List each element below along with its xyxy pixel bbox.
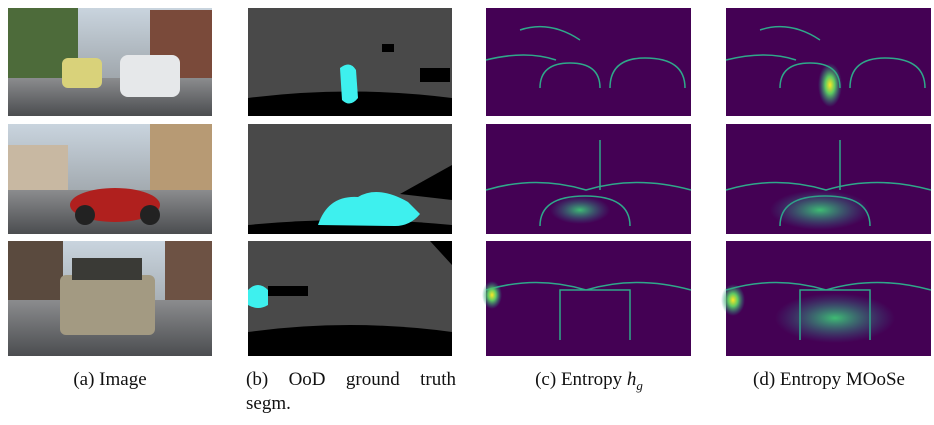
image-panel bbox=[8, 8, 212, 356]
caption-text: Image bbox=[99, 369, 146, 390]
caption-label: (a) bbox=[73, 369, 94, 390]
caption-subscript: g bbox=[636, 378, 643, 393]
caption: (d) Entropy MOoSe bbox=[724, 368, 934, 392]
caption-label: (b) bbox=[246, 369, 268, 390]
caption: (c) Entropy hg bbox=[484, 368, 694, 398]
caption-text: OoD ground truth segm. bbox=[246, 369, 456, 414]
caption-text: Entropy bbox=[561, 369, 622, 390]
figure-panels bbox=[0, 0, 934, 360]
caption-label: (c) bbox=[535, 369, 556, 390]
caption-label: (d) bbox=[753, 369, 775, 390]
segmentation-panel bbox=[248, 8, 452, 356]
figure: (a) Image (b) OoD ground truth segm. (c)… bbox=[0, 0, 934, 425]
caption-text: Entropy MOoSe bbox=[780, 369, 905, 390]
caption: (b) OoD ground truth segm. bbox=[246, 368, 456, 416]
caption-math: h bbox=[627, 369, 637, 390]
entropy-panel bbox=[482, 8, 931, 356]
caption: (a) Image bbox=[5, 368, 215, 392]
